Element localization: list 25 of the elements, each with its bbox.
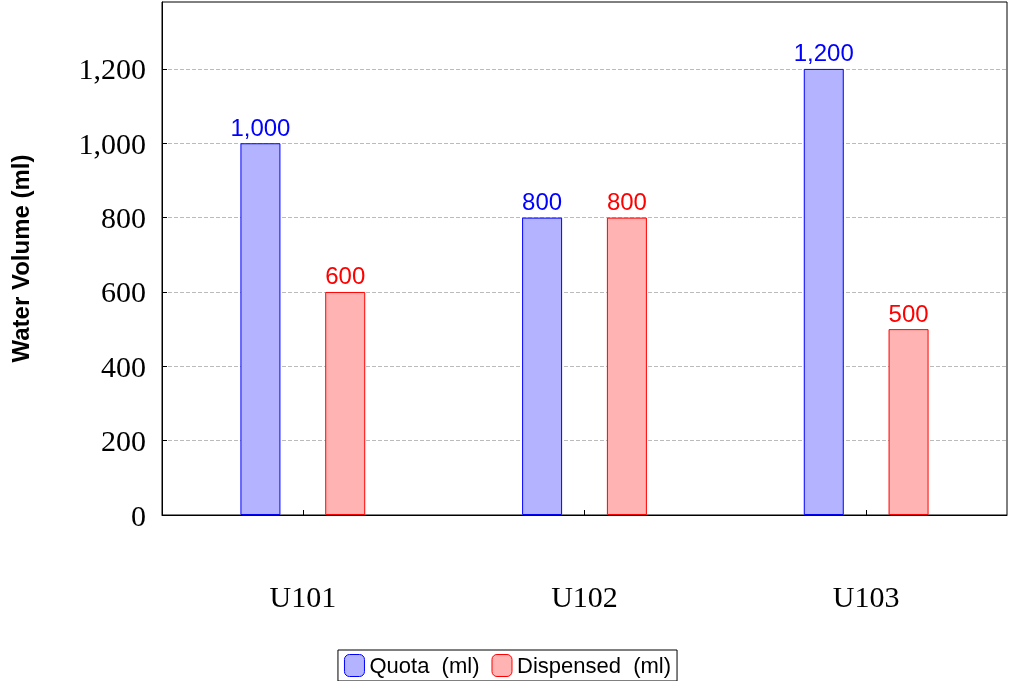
y-tick-label: 1,000 <box>78 126 146 160</box>
x-tick-label: U103 <box>832 579 900 613</box>
legend-label: Quota (ml) <box>369 653 480 678</box>
x-tick-label: U101 <box>269 579 337 613</box>
y-tick-label: 600 <box>101 275 146 309</box>
data-label: 600 <box>325 262 366 290</box>
bar <box>888 329 929 515</box>
x-tick-label: U102 <box>551 579 618 613</box>
bar <box>606 217 647 515</box>
legend-label: Dispensed (ml) <box>516 653 672 678</box>
y-tick-label: 1,200 <box>78 52 146 86</box>
bar <box>803 68 844 515</box>
bar <box>240 143 281 515</box>
y-tick-label: 800 <box>101 201 146 235</box>
y-tick-label: 200 <box>101 424 146 458</box>
y-tick-label: 0 <box>131 498 146 532</box>
data-label: 1,000 <box>230 113 291 141</box>
data-label: 800 <box>606 188 647 216</box>
data-label: 500 <box>888 299 929 327</box>
bar <box>325 291 366 515</box>
bar <box>522 217 563 515</box>
data-label: 1,200 <box>793 39 854 67</box>
data-label: 800 <box>522 188 563 216</box>
y-tick-label: 400 <box>101 349 146 383</box>
y-axis-title: Water Volume (ml) <box>6 154 34 363</box>
